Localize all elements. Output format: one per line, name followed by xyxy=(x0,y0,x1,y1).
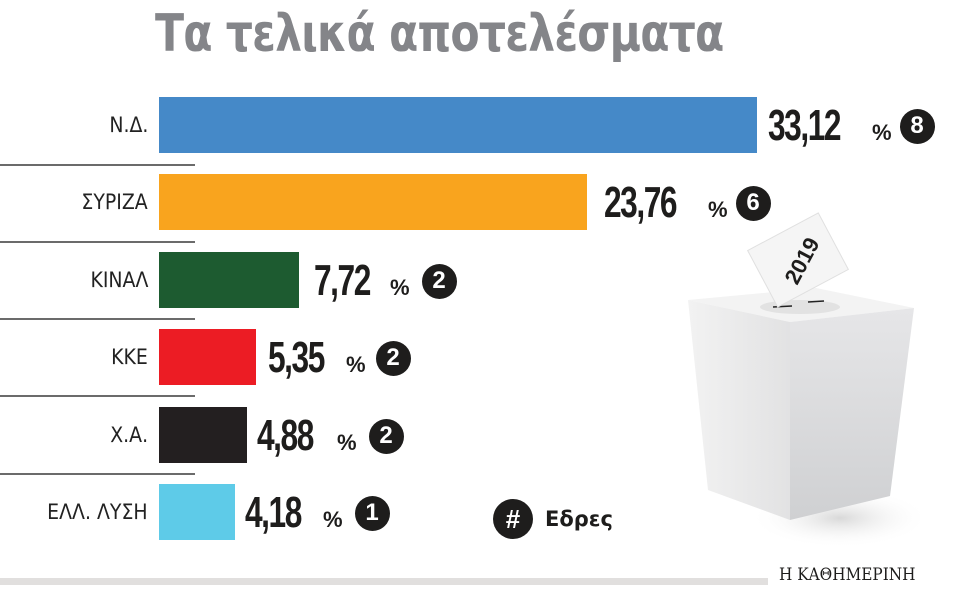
value-group: 4,88 % 2 xyxy=(257,411,404,461)
party-label: ΣΥΡΙΖΑ xyxy=(81,190,148,214)
percent-sign: % xyxy=(337,430,357,455)
chart-title: Τα τελικά αποτελέσματα xyxy=(155,4,724,64)
seats-badge: 2 xyxy=(368,418,404,454)
party-label: Χ.Α. xyxy=(110,423,148,447)
party-label: ΕΛΛ. ΛΥΣΗ xyxy=(47,500,148,524)
row-divider xyxy=(0,241,195,243)
seats-badge: 1 xyxy=(354,495,390,531)
party-label: Ν.Δ. xyxy=(108,113,148,137)
row-divider xyxy=(0,395,195,397)
party-label: ΚΚΕ xyxy=(111,345,148,369)
seats-badge: 6 xyxy=(735,185,771,221)
row-divider xyxy=(0,473,195,475)
legend-label: Εδρες xyxy=(545,507,613,531)
value-group: 7,72 % 2 xyxy=(314,256,457,306)
party-label: ΚΙΝΑΛ xyxy=(90,268,148,292)
bar-nd xyxy=(159,97,757,153)
percent-value: 23,76 xyxy=(604,178,678,227)
value-group: 5,35 % 2 xyxy=(268,333,411,383)
seats-badge: 2 xyxy=(375,340,411,376)
bar-row-kinal: ΚΙΝΑΛ 7,72 % 2 xyxy=(0,252,960,308)
row-divider xyxy=(0,318,195,320)
percent-sign: % xyxy=(346,352,366,377)
bar-syriza xyxy=(159,174,587,230)
seats-badge: 8 xyxy=(899,108,935,144)
bar-row-nd: Ν.Δ. 33,12 % 8 xyxy=(0,97,960,153)
bar-ell-lysi xyxy=(159,484,235,540)
percent-value: 4,18 xyxy=(245,488,302,537)
bar-kke xyxy=(159,329,256,385)
percent-sign: % xyxy=(708,197,728,222)
value-group: 23,76 % 6 xyxy=(604,178,771,228)
value-group: 4,18 % 1 xyxy=(245,488,390,538)
bar-xa xyxy=(159,407,247,463)
ballot-box-illustration: 2019 xyxy=(680,200,930,560)
percent-value: 4,88 xyxy=(257,411,314,460)
percent-value: 7,72 xyxy=(314,256,371,305)
percent-sign: % xyxy=(390,275,410,300)
footer-bar xyxy=(0,578,768,585)
bar-row-xa: Χ.Α. 4,88 % 2 xyxy=(0,407,960,463)
bar-row-ell-lysi: ΕΛΛ. ΛΥΣΗ 4,18 % 1 xyxy=(0,484,960,540)
percent-value: 33,12 xyxy=(768,101,842,150)
percent-value: 5,35 xyxy=(268,333,325,382)
bar-row-syriza: ΣΥΡΙΖΑ 23,76 % 6 xyxy=(0,174,960,230)
percent-sign: % xyxy=(872,120,892,145)
value-group: 33,12 % 8 xyxy=(768,101,935,151)
percent-sign: % xyxy=(323,507,343,532)
ballot-box-icon xyxy=(688,212,930,548)
bar-row-kke: ΚΚΕ 5,35 % 2 xyxy=(0,329,960,385)
legend: # Εδρες xyxy=(493,499,613,539)
seats-badge: 2 xyxy=(421,263,457,299)
publisher-logo: Η ΚΑΘΗΜΕΡΙΝΗ xyxy=(779,565,916,585)
seats-legend-icon: # xyxy=(493,499,533,539)
row-divider xyxy=(0,164,195,166)
bar-kinal xyxy=(159,252,299,308)
